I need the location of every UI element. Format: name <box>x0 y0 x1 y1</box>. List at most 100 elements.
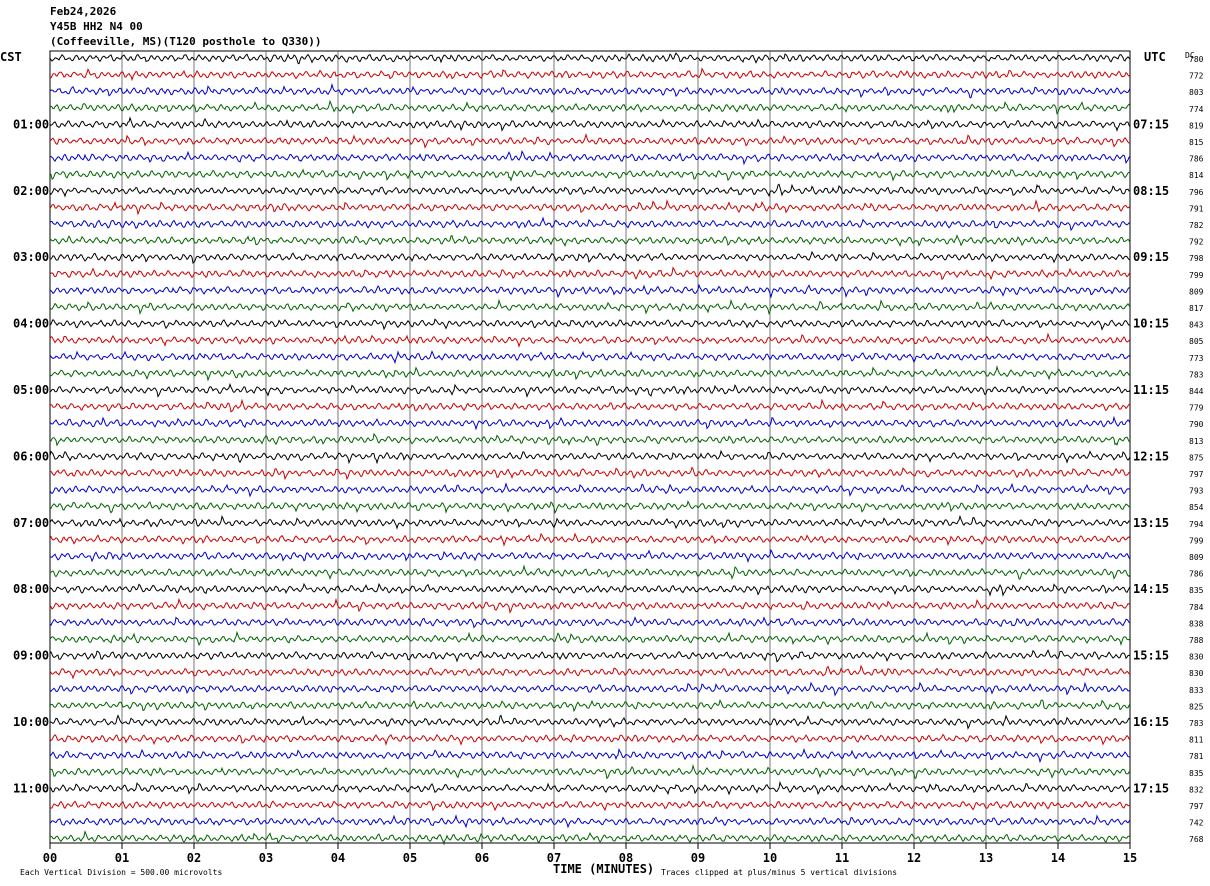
hour-label-cst-0300: 03:00 <box>13 250 49 264</box>
x-tick-label-10: 10 <box>763 851 777 865</box>
trace-row-44 <box>49 763 1131 780</box>
x-tick-label-05: 05 <box>403 851 417 865</box>
trace-row-45 <box>49 780 1131 796</box>
trace-row-46 <box>49 800 1131 812</box>
trace-row-39 <box>49 681 1131 697</box>
hour-label-cst-0700: 07:00 <box>13 516 49 530</box>
x-tick-label-02: 02 <box>187 851 201 865</box>
trace-row-16 <box>49 298 1131 316</box>
dc-header-label: DC <box>1185 51 1195 60</box>
trace-row-14 <box>49 266 1131 281</box>
dc-offset-30: 799 <box>1189 536 1204 545</box>
dc-offset-42: 811 <box>1189 736 1204 745</box>
trace-row-25 <box>49 449 1131 465</box>
trace-row-48 <box>49 830 1131 846</box>
dc-offset-41: 783 <box>1189 719 1204 728</box>
hour-label-cst-0400: 04:00 <box>13 317 49 331</box>
trace-row-42 <box>49 733 1131 746</box>
trace-row-12 <box>49 234 1131 248</box>
left-timezone-label: CST <box>0 50 22 64</box>
trace-row-5 <box>49 116 1131 132</box>
hour-label-cst-0800: 08:00 <box>13 582 49 596</box>
dc-offset-45: 832 <box>1189 785 1204 794</box>
dc-offset-19: 773 <box>1189 354 1204 363</box>
dc-offset-36: 788 <box>1189 636 1204 645</box>
dc-offset-33: 835 <box>1189 586 1204 595</box>
hour-label-utc-1415: 14:15 <box>1133 582 1169 596</box>
dc-offset-16: 817 <box>1189 304 1204 313</box>
dc-offset-18: 805 <box>1189 337 1204 346</box>
dc-offset-43: 781 <box>1189 752 1204 761</box>
trace-row-6 <box>49 133 1131 149</box>
footer-clip-note: Traces clipped at plus/minus 5 vertical … <box>661 868 897 877</box>
plot-date: Feb24,2026 <box>50 5 117 18</box>
dc-offset-37: 830 <box>1189 653 1204 662</box>
dc-offset-3: 803 <box>1189 88 1204 97</box>
trace-row-38 <box>49 664 1131 680</box>
x-tick-label-09: 09 <box>691 851 705 865</box>
trace-row-37 <box>49 649 1131 663</box>
trace-row-34 <box>49 597 1131 614</box>
trace-row-8 <box>49 168 1131 182</box>
trace-row-43 <box>49 747 1131 764</box>
dc-offset-14: 799 <box>1189 271 1204 280</box>
dc-offset-32: 786 <box>1189 570 1204 579</box>
trace-row-4 <box>49 99 1131 115</box>
dc-offset-44: 835 <box>1189 769 1204 778</box>
x-tick-label-13: 13 <box>979 851 993 865</box>
trace-row-35 <box>49 616 1131 629</box>
dc-offset-28: 854 <box>1189 503 1204 512</box>
trace-row-29 <box>49 514 1131 530</box>
dc-offset-4: 774 <box>1189 105 1204 114</box>
dc-offset-15: 809 <box>1189 287 1204 296</box>
x-tick-label-04: 04 <box>331 851 345 865</box>
trace-row-47 <box>49 814 1131 829</box>
trace-row-9 <box>49 183 1131 198</box>
dc-offset-12: 792 <box>1189 238 1204 247</box>
dc-offset-35: 838 <box>1189 619 1204 628</box>
trace-row-24 <box>49 432 1131 447</box>
dc-offset-22: 779 <box>1189 404 1204 413</box>
dc-offset-47: 742 <box>1189 819 1204 828</box>
trace-row-23 <box>49 415 1131 431</box>
plot-frame <box>49 50 1131 844</box>
trace-row-3 <box>49 82 1131 99</box>
x-tick-label-06: 06 <box>475 851 489 865</box>
trace-row-7 <box>49 150 1131 166</box>
hour-label-utc-0815: 08:15 <box>1133 184 1169 198</box>
dc-offset-13: 798 <box>1189 254 1204 263</box>
dc-offset-48: 768 <box>1189 835 1204 844</box>
trace-row-21 <box>49 382 1131 398</box>
hour-label-cst-1100: 11:00 <box>13 781 49 795</box>
hour-label-utc-1015: 10:15 <box>1133 317 1169 331</box>
trace-row-36 <box>49 630 1131 647</box>
trace-row-17 <box>49 318 1131 331</box>
dc-offset-2: 772 <box>1189 72 1204 81</box>
dc-offset-23: 790 <box>1189 420 1204 429</box>
trace-row-15 <box>49 283 1131 299</box>
dc-offset-26: 797 <box>1189 470 1204 479</box>
x-tick-label-12: 12 <box>907 851 921 865</box>
dc-offset-10: 791 <box>1189 204 1204 213</box>
hour-label-cst-0600: 06:00 <box>13 449 49 463</box>
x-tick-label-14: 14 <box>1051 851 1065 865</box>
hour-label-cst-0500: 05:00 <box>13 383 49 397</box>
x-tick-label-15: 15 <box>1123 851 1137 865</box>
dc-offset-29: 794 <box>1189 520 1204 529</box>
trace-row-18 <box>49 332 1131 348</box>
trace-row-32 <box>49 564 1131 580</box>
dc-offset-39: 833 <box>1189 686 1204 695</box>
dc-offset-24: 813 <box>1189 437 1204 446</box>
trace-row-33 <box>49 582 1131 597</box>
trace-row-20 <box>49 365 1131 382</box>
dc-offset-25: 875 <box>1189 453 1204 462</box>
hour-label-utc-1615: 16:15 <box>1133 715 1169 729</box>
dc-offset-27: 793 <box>1189 487 1204 496</box>
dc-offset-40: 825 <box>1189 702 1204 711</box>
station-location: (Coffeeville, MS)(T120 posthole to Q330)… <box>50 35 322 48</box>
dc-offset-11: 782 <box>1189 221 1204 230</box>
footer-scale-note: Each Vertical Division = 500.00 microvol… <box>20 868 222 877</box>
x-tick-label-01: 01 <box>115 851 129 865</box>
right-timezone-label: UTC <box>1144 50 1166 64</box>
